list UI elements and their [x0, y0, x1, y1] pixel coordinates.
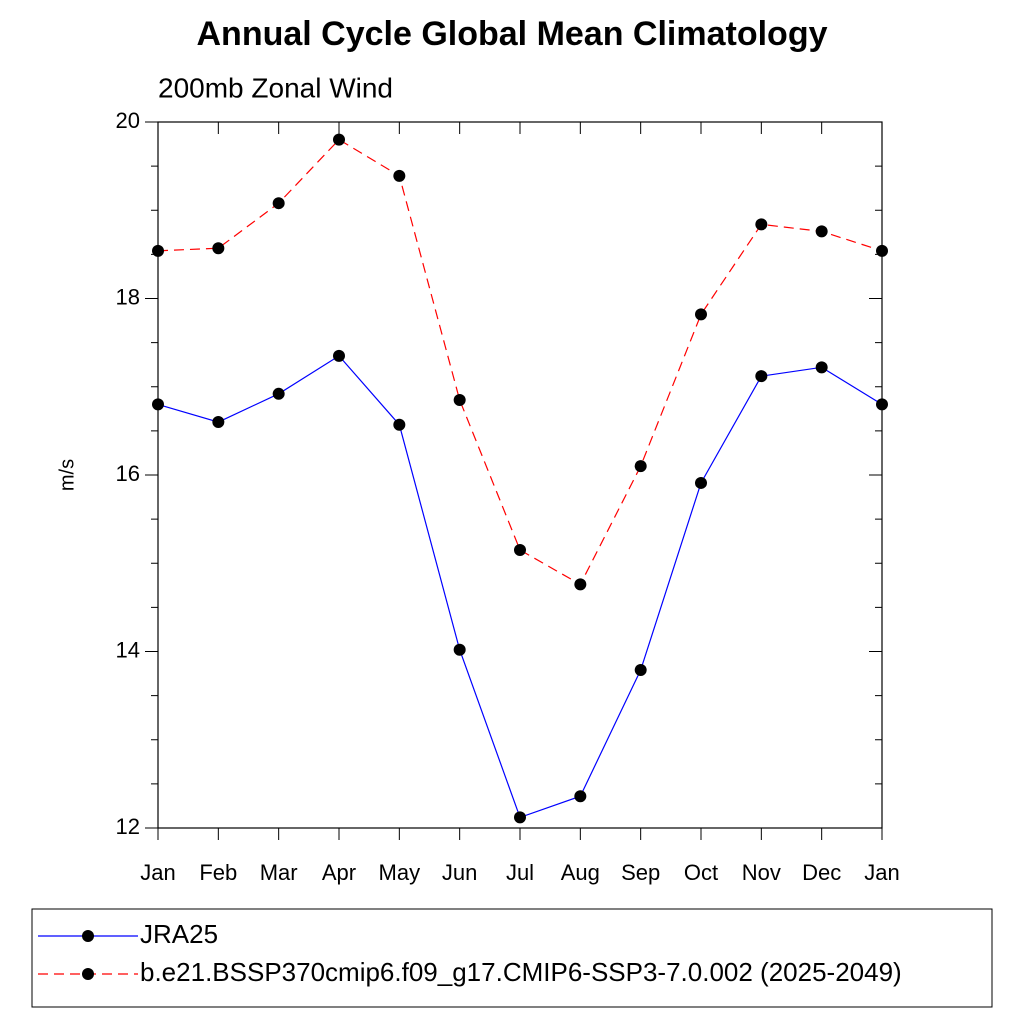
y-axis-label: m/s — [56, 459, 78, 491]
x-tick-label: Jan — [140, 860, 175, 885]
x-tick-label: Nov — [742, 860, 781, 885]
data-point — [453, 643, 466, 656]
data-point — [695, 476, 707, 489]
y-tick-label: 16 — [116, 461, 140, 486]
x-tick-label: Sep — [621, 860, 660, 885]
data-point — [514, 811, 526, 824]
y-tick-label: 18 — [116, 284, 140, 309]
data-point — [876, 398, 888, 411]
data-point — [212, 416, 225, 429]
data-point — [272, 387, 285, 400]
y-tick-label: 20 — [116, 108, 140, 133]
data-point — [574, 790, 587, 803]
x-tick-label: Dec — [802, 860, 841, 885]
data-point — [333, 133, 345, 146]
data-point — [393, 169, 406, 182]
data-point — [815, 225, 828, 238]
data-point — [514, 544, 526, 557]
data-point — [453, 393, 466, 406]
y-tick-label: 14 — [116, 637, 140, 662]
data-point — [152, 244, 164, 257]
data-point — [152, 398, 164, 411]
x-tick-label: May — [379, 860, 421, 885]
x-tick-label: Mar — [260, 860, 298, 885]
x-tick-label: Jan — [864, 860, 899, 885]
data-point — [574, 578, 587, 591]
data-point — [393, 418, 406, 431]
series-line — [157, 355, 883, 819]
y-tick-label: 12 — [116, 814, 140, 839]
x-tick-label: Oct — [684, 860, 718, 885]
data-point — [695, 308, 707, 321]
chart-title: Annual Cycle Global Mean Climatology — [197, 15, 828, 53]
data-point — [272, 197, 285, 210]
data-point — [634, 664, 647, 677]
data-point — [755, 370, 768, 383]
legend-box — [31, 908, 993, 1008]
x-tick-label: Jun — [442, 860, 477, 885]
x-tick-label: Apr — [322, 860, 356, 885]
data-point — [212, 242, 225, 255]
x-tick-label: Aug — [561, 860, 600, 885]
data-point — [815, 361, 828, 374]
x-tick-label: Jul — [506, 860, 534, 885]
data-point — [634, 460, 647, 473]
legend-label: JRA25 — [140, 919, 218, 949]
chart-subtitle: 200mb Zonal Wind — [158, 72, 393, 103]
plot-frame — [157, 121, 883, 829]
legend-marker — [82, 968, 94, 980]
data-point — [755, 218, 768, 231]
data-point — [876, 244, 888, 257]
legend-label: b.e21.BSSP370cmip6.f09_g17.CMIP6-SSP3-7.… — [140, 957, 902, 987]
data-point — [333, 349, 345, 362]
series-line — [157, 138, 883, 586]
x-tick-label: Feb — [199, 860, 237, 885]
legend-marker — [82, 930, 94, 942]
